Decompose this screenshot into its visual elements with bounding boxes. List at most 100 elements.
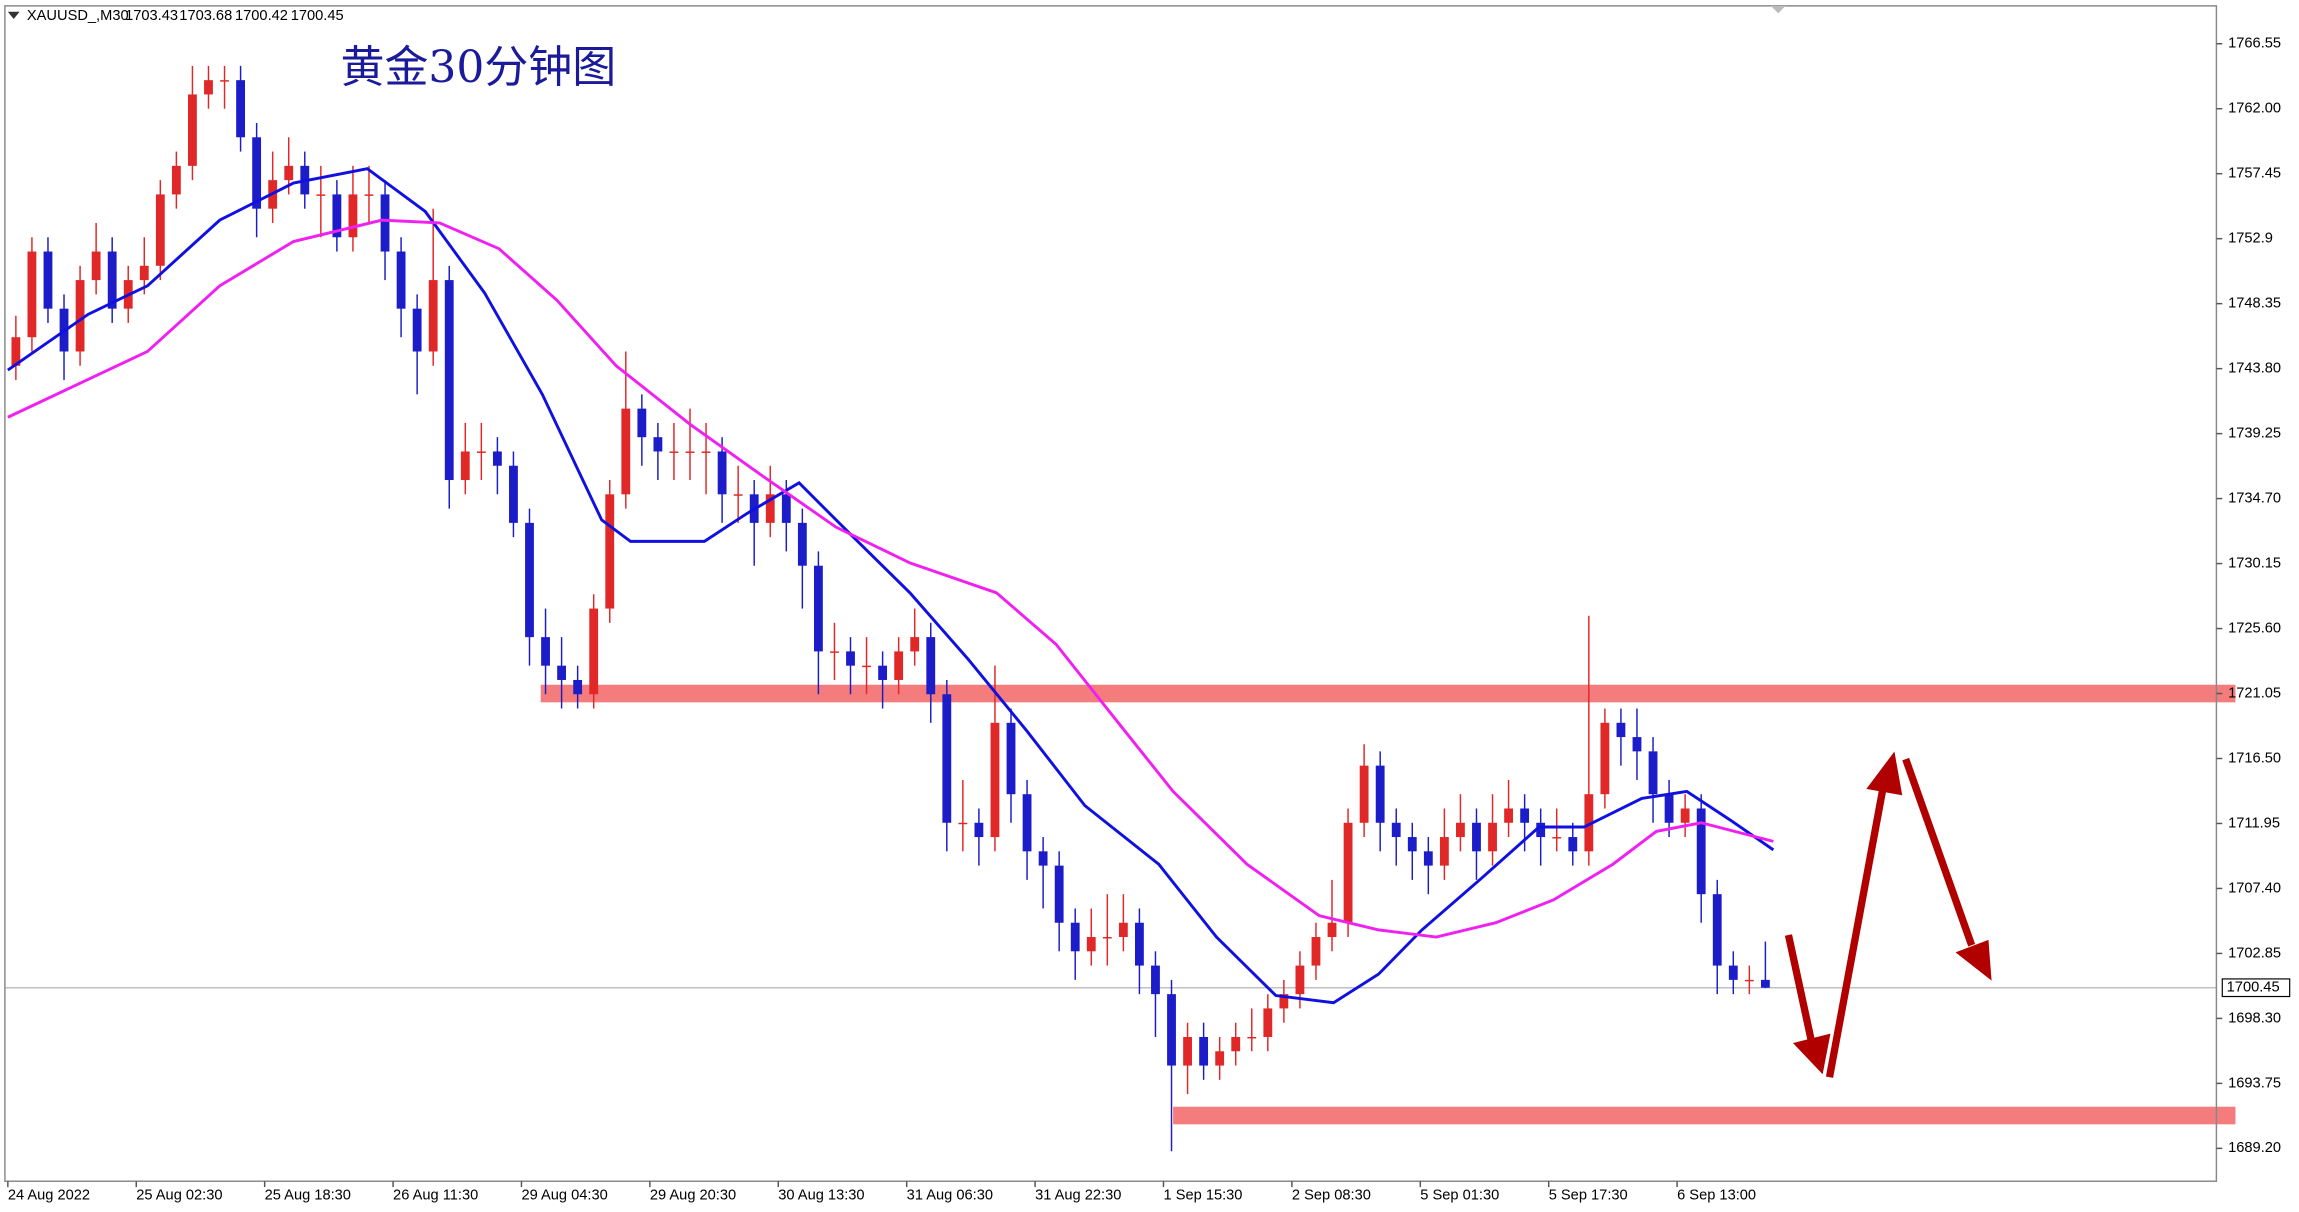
candle-body bbox=[557, 665, 567, 680]
candle-body bbox=[236, 80, 245, 138]
candle-body bbox=[765, 494, 775, 523]
candle-body bbox=[27, 251, 37, 338]
arrow-head bbox=[1955, 939, 1992, 981]
candle-body bbox=[894, 651, 904, 680]
candle-body bbox=[942, 694, 952, 823]
y-tick-label: 1734.70 bbox=[2228, 490, 2281, 506]
candle-body bbox=[332, 194, 342, 238]
arrow-head bbox=[1792, 1033, 1831, 1075]
candle-body bbox=[1680, 808, 1690, 823]
candle-body bbox=[1488, 822, 1497, 852]
candle-body bbox=[1536, 822, 1546, 838]
symbol-label: XAUUSD_,M30 bbox=[27, 8, 129, 24]
candle-body bbox=[188, 94, 197, 166]
candle-body bbox=[1102, 937, 1112, 939]
candle-body bbox=[444, 280, 454, 481]
candle-body bbox=[1407, 837, 1417, 852]
candle-body bbox=[1456, 822, 1465, 838]
candle-body bbox=[781, 494, 791, 523]
y-tick-label: 1716.50 bbox=[2228, 750, 2281, 766]
ohlc-open: 1703.43 bbox=[125, 8, 178, 24]
current-price-box bbox=[2221, 978, 2291, 998]
x-tick-label: 25 Aug 02:30 bbox=[136, 1188, 222, 1204]
annotation-arrows bbox=[1784, 751, 1992, 1078]
chart-title: 黄金30分钟图 bbox=[341, 42, 617, 93]
candle-body bbox=[685, 451, 695, 453]
plot-area bbox=[4, 65, 2236, 1152]
candle-body bbox=[1199, 1036, 1209, 1066]
candle-body bbox=[1504, 808, 1513, 823]
candle-body bbox=[1263, 1008, 1273, 1037]
candle-body bbox=[1744, 979, 1754, 982]
candle-body bbox=[1359, 765, 1369, 823]
candle-body bbox=[990, 722, 1000, 838]
arrow-up bbox=[1825, 783, 1888, 1078]
current-price-label: 1700.45 bbox=[2227, 980, 2280, 996]
menu-triangle[interactable] bbox=[7, 11, 20, 20]
candle-body bbox=[589, 608, 599, 695]
candle-body bbox=[1054, 865, 1064, 923]
candle-body bbox=[797, 522, 807, 566]
candle-body bbox=[11, 337, 21, 366]
support-resistance-zone bbox=[1173, 1106, 2236, 1125]
y-tick-label: 1743.80 bbox=[2228, 361, 2281, 377]
candle-body bbox=[1728, 965, 1738, 980]
x-tick-label: 6 Sep 13:00 bbox=[1677, 1188, 1756, 1204]
candle-body bbox=[476, 451, 486, 453]
candle-body bbox=[1167, 994, 1176, 1066]
candle-body bbox=[1215, 1051, 1225, 1066]
candle-body bbox=[252, 137, 262, 209]
x-tick-label: 31 Aug 22:30 bbox=[1035, 1188, 1121, 1204]
candle-body bbox=[926, 637, 936, 695]
y-tick-label: 1748.35 bbox=[2228, 296, 2281, 312]
candle-body bbox=[1247, 1036, 1257, 1039]
candle-body bbox=[1183, 1036, 1192, 1066]
candle-body bbox=[428, 280, 438, 352]
y-tick-label: 1693.75 bbox=[2228, 1075, 2281, 1091]
candle-body bbox=[1295, 965, 1305, 995]
candle-body bbox=[541, 637, 550, 666]
x-tick-label: 25 Aug 18:30 bbox=[265, 1188, 351, 1204]
plot-frame bbox=[4, 5, 2218, 1182]
arrow-down bbox=[1784, 934, 1816, 1045]
y-tick-label: 1698.30 bbox=[2228, 1010, 2281, 1026]
candle-body bbox=[1118, 922, 1128, 938]
candle-body bbox=[846, 651, 855, 666]
candle-body bbox=[396, 251, 406, 309]
candle-body bbox=[525, 522, 534, 638]
candle-body bbox=[1472, 822, 1481, 852]
x-tick-label: 2 Sep 08:30 bbox=[1292, 1188, 1371, 1204]
candle-body bbox=[1616, 722, 1626, 738]
candle-body bbox=[460, 451, 470, 481]
y-tick-label: 1762.00 bbox=[2228, 101, 2281, 117]
candle-body bbox=[75, 280, 85, 352]
candle-body bbox=[1375, 765, 1385, 823]
x-tick-label: 5 Sep 17:30 bbox=[1549, 1188, 1628, 1204]
candle-body bbox=[1712, 894, 1722, 966]
arrow-head bbox=[1866, 751, 1903, 796]
y-tick-label: 1707.40 bbox=[2228, 880, 2281, 896]
y-tick-label: 1757.45 bbox=[2228, 166, 2281, 182]
arrow-down bbox=[1902, 757, 1976, 947]
candle-body bbox=[1279, 994, 1289, 1009]
candle-body bbox=[1520, 808, 1530, 823]
candle-body bbox=[204, 80, 213, 95]
candle-body bbox=[733, 494, 743, 496]
candle-body bbox=[1311, 937, 1321, 966]
candle-body bbox=[364, 194, 374, 196]
candle-body bbox=[107, 251, 117, 309]
candle-body bbox=[316, 194, 326, 196]
candle-body bbox=[1632, 737, 1642, 752]
candle-body bbox=[1584, 794, 1594, 852]
moving-average bbox=[7, 167, 1775, 1005]
x-tick-label: 30 Aug 13:30 bbox=[778, 1188, 864, 1204]
candle-body bbox=[380, 194, 390, 252]
candle-body bbox=[1022, 794, 1032, 852]
candle-body bbox=[1135, 922, 1144, 966]
candle-body bbox=[621, 408, 631, 495]
candle-body bbox=[1343, 822, 1353, 923]
ohlc-high: 1703.68 bbox=[179, 8, 232, 24]
candle-body bbox=[1070, 922, 1080, 952]
support-resistance-zone bbox=[540, 684, 2236, 703]
